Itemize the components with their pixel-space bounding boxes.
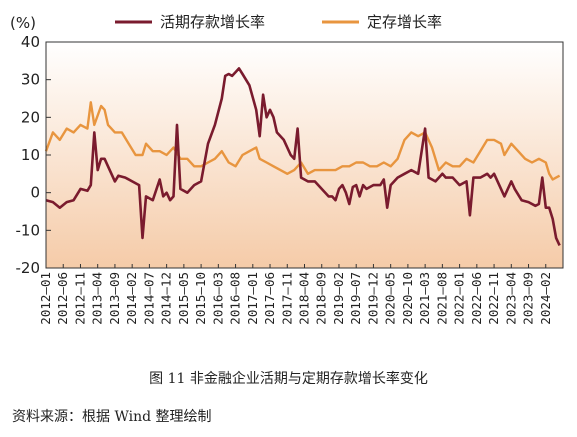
y-tick-label: -10 [16, 221, 41, 239]
x-tick-label: 2024—02 [538, 272, 553, 325]
x-tick-label: 2013—04 [90, 272, 105, 325]
x-tick-label: 2022—01 [452, 272, 467, 325]
x-tick-label: 2017—06 [262, 272, 277, 325]
y-unit-label: (%) [10, 14, 36, 32]
x-tick-label: 2015—10 [193, 272, 208, 325]
legend-label-demand: 活期存款增长率 [160, 13, 265, 31]
x-tick-label: 2023—09 [521, 272, 536, 325]
y-axis-ticks: 40 30 20 10 0 -10 -20 [16, 33, 51, 277]
x-tick-label: 2020—05 [383, 272, 398, 325]
x-tick-label: 2014—02 [124, 272, 139, 325]
series-line-demand [45, 67, 561, 246]
x-tick-label: 2012—01 [38, 272, 53, 325]
y-tick-label: 20 [21, 108, 40, 126]
x-tick-label: 2020—10 [400, 272, 415, 325]
legend: 活期存款增长率 定存增长率 [115, 13, 442, 31]
y-tick-label: 30 [21, 71, 40, 89]
x-tick-label: 2023—04 [503, 272, 518, 325]
x-tick-label: 2021—03 [417, 272, 432, 325]
x-tick-label: 2016—08 [228, 272, 243, 325]
legend-label-time: 定存增长率 [367, 13, 442, 31]
x-tick-label: 2018—04 [297, 272, 312, 325]
plot-background [46, 42, 563, 268]
x-tick-label: 2017—11 [279, 272, 294, 325]
x-tick-label: 2021—08 [434, 272, 449, 325]
x-tick-label: 2019—07 [348, 272, 363, 325]
x-tick-label: 2017—01 [245, 272, 260, 325]
x-tick-label: 2014—12 [159, 272, 174, 325]
x-tick-label: 2019—12 [365, 272, 380, 325]
line-chart: (%) 活期存款增长率 定存增长率 40 30 20 10 0 -10 -20 2012—0… [10, 13, 564, 325]
x-tick-label: 2019—02 [331, 272, 346, 325]
x-tick-label: 2012—11 [72, 272, 87, 325]
y-tick-label: 40 [21, 33, 40, 51]
x-tick-label: 2022—06 [469, 272, 484, 325]
plot-frame [45, 41, 564, 269]
x-tick-label: 2012—06 [55, 272, 70, 325]
x-tick-label: 2016—03 [210, 272, 225, 325]
x-tick-label: 2022—11 [486, 272, 501, 325]
x-tick-label: 2013—09 [107, 272, 122, 325]
x-tick-label: 2018—09 [314, 272, 329, 325]
series-layer [44, 67, 561, 246]
y-tick-label: 0 [30, 184, 40, 202]
y-tick-label: 10 [21, 146, 40, 164]
x-axis-ticks: 2012—01 2012—06 2012—11 2013—04 2013—09 2014—… [38, 264, 553, 325]
figure-caption: 图 11 非金融企业活期与定期存款增长率变化 [149, 371, 428, 387]
x-tick-label: 2015—05 [176, 272, 191, 325]
y-tick-label: -20 [16, 259, 41, 277]
source-note: 资料来源：根据 Wind 整理绘制 [12, 409, 212, 425]
x-tick-label: 2014—07 [141, 272, 156, 325]
